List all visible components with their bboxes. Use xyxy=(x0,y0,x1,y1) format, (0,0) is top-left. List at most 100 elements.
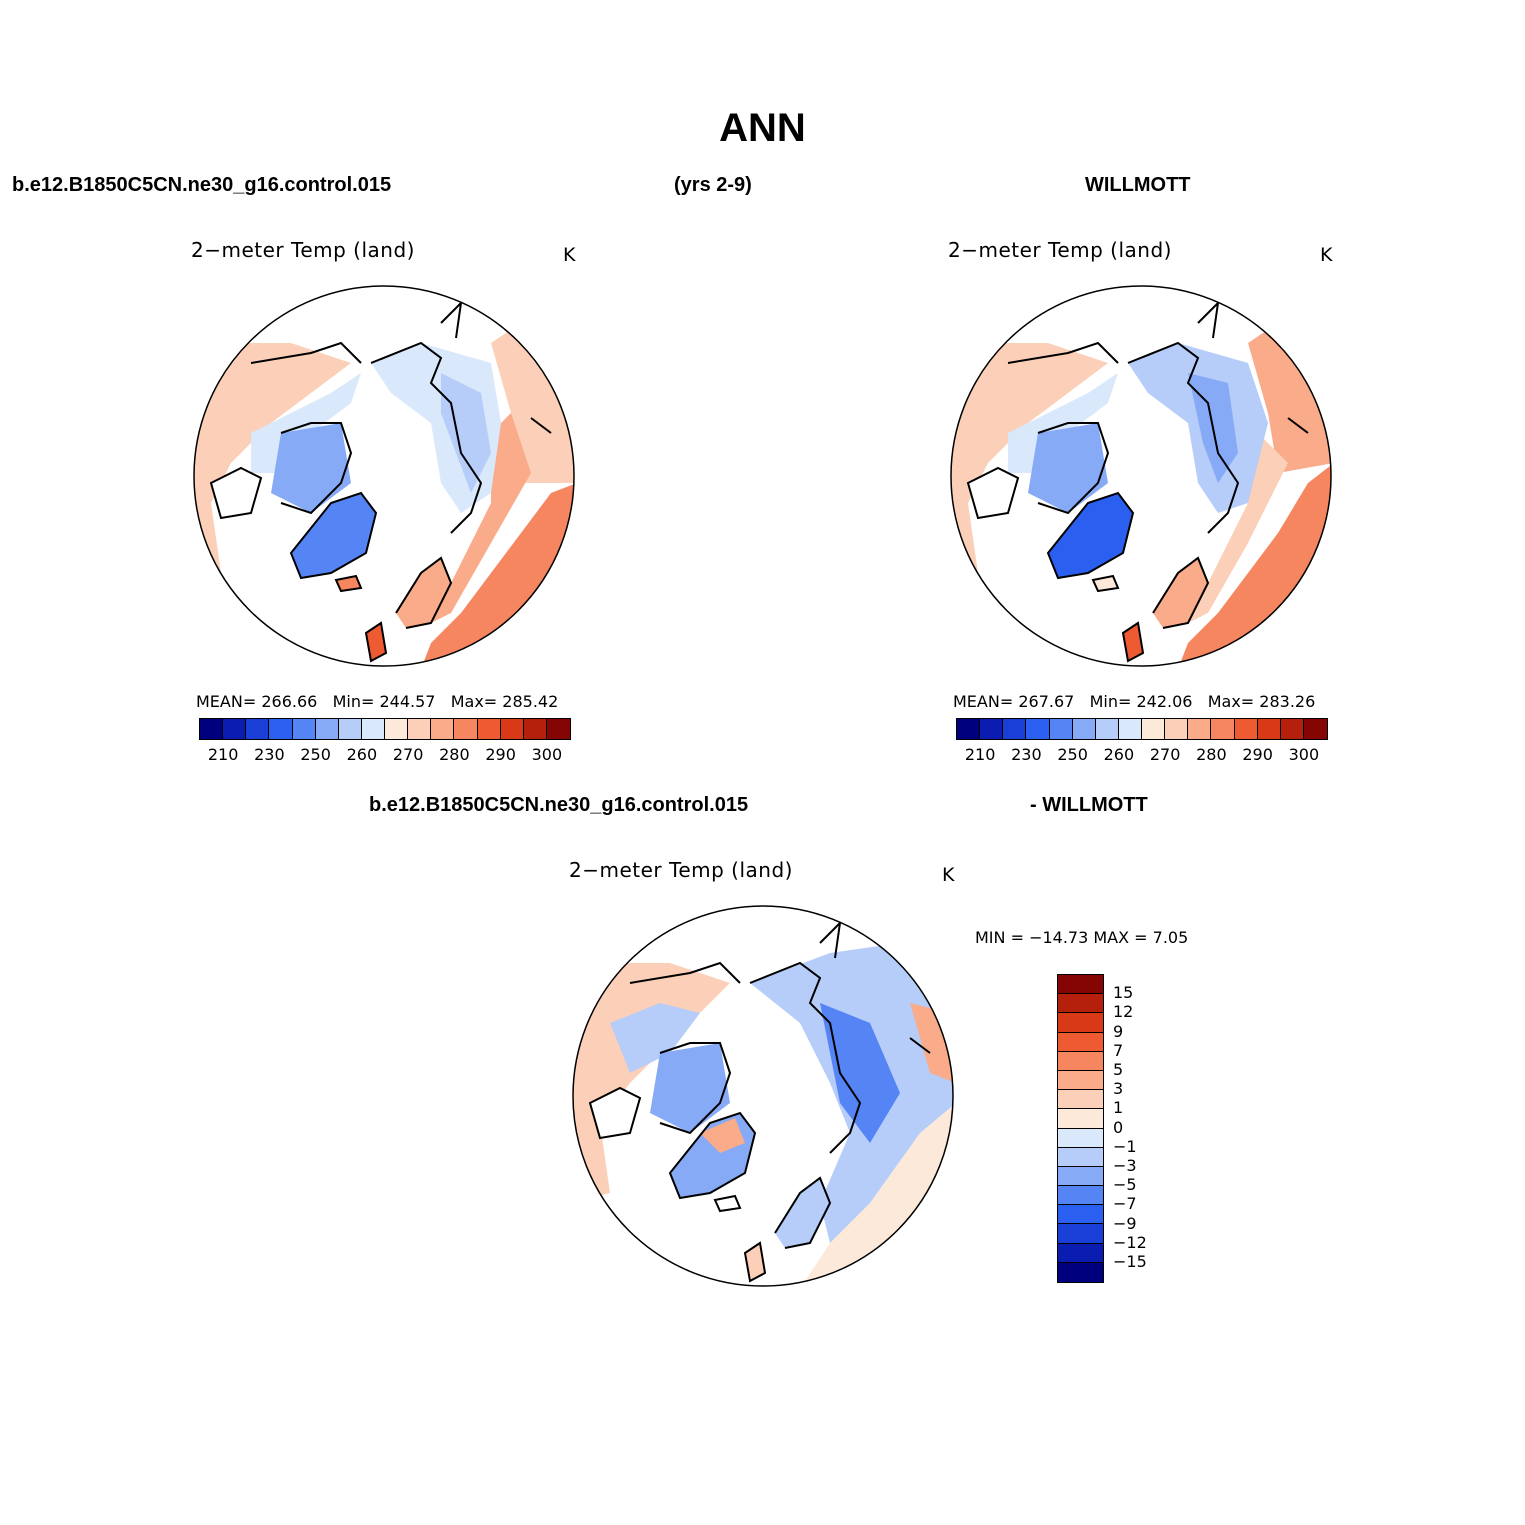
panel2-title: 2−meter Temp (land) xyxy=(948,238,1172,262)
panel1-units: K xyxy=(563,244,576,266)
hudson-bay xyxy=(590,1088,640,1138)
colorbar-swatch xyxy=(1058,994,1103,1014)
colorbar-swatch xyxy=(292,719,316,739)
colorbar-swatch xyxy=(1058,1090,1103,1110)
colorbar-swatch xyxy=(246,719,270,739)
land-greenland-warm xyxy=(700,1118,745,1153)
colorbar-tick-label: 270 xyxy=(1149,745,1181,764)
colorbar-swatch xyxy=(1072,719,1096,739)
colorbar-tick-label: 9 xyxy=(1113,1021,1124,1041)
land-uk xyxy=(366,623,386,661)
colorbar-tick-label: 7 xyxy=(1113,1040,1124,1060)
land-uk-diff xyxy=(745,1243,765,1281)
diff-obs-header: - WILLMOTT xyxy=(1030,794,1148,816)
colorbar-tick-label: 280 xyxy=(1196,745,1227,764)
panel1-title: 2−meter Temp (land) xyxy=(191,238,415,262)
colorbar-tick-label: 290 xyxy=(485,745,516,764)
obs-name-header: WILLMOTT xyxy=(1085,174,1191,196)
colorbar-swatch xyxy=(1058,1147,1103,1167)
diff-minmax: MIN = −14.73 MAX = 7.05 xyxy=(975,928,1189,947)
colorbar-tick-label: 230 xyxy=(254,745,285,764)
panel2-stats: MEAN= 267.67 Min= 242.06 Max= 283.26 xyxy=(953,692,1315,711)
colorbar-swatch xyxy=(431,719,455,739)
colorbar-swatch xyxy=(980,719,1004,739)
panel2-max: 283.26 xyxy=(1259,692,1316,711)
colorbar-swatch xyxy=(385,719,409,739)
colorbar-swatch xyxy=(1058,1128,1103,1148)
panel2-map xyxy=(950,285,1332,667)
colorbar-tick-label: 250 xyxy=(1057,745,1088,764)
diff-colorbar xyxy=(1057,974,1104,1283)
colorbar-swatch xyxy=(1165,719,1189,739)
panel2-colorbar xyxy=(956,718,1328,740)
colorbar-swatch xyxy=(1058,1205,1103,1225)
colorbar-tick-label: 280 xyxy=(439,745,470,764)
colorbar-tick-label: 1 xyxy=(1113,1098,1124,1118)
colorbar-swatch xyxy=(1257,719,1281,739)
land-archipelago xyxy=(1028,423,1108,513)
colorbar-swatch xyxy=(269,719,293,739)
panel1-mean: 266.66 xyxy=(261,692,318,711)
colorbar-swatch xyxy=(1058,1243,1103,1263)
colorbar-tick-label: 270 xyxy=(392,745,424,764)
land-mid-asia xyxy=(1188,423,1288,623)
panel1-colorbar xyxy=(199,718,571,740)
colorbar-tick-label: 300 xyxy=(1288,745,1320,764)
panel2-mean: 267.67 xyxy=(1018,692,1075,711)
colorbar-swatch xyxy=(957,719,981,739)
colorbar-swatch xyxy=(1095,719,1119,739)
land-na-cool xyxy=(610,1003,700,1073)
colorbar-swatch xyxy=(1058,1109,1103,1129)
panel1-map xyxy=(193,285,575,667)
colorbar-tick-label: 12 xyxy=(1113,1002,1134,1022)
colorbar-tick-label: 15 xyxy=(1113,983,1134,1003)
panel1-stats: MEAN= 266.66 Min= 244.57 Max= 285.42 xyxy=(196,692,558,711)
colorbar-tick-label: 300 xyxy=(531,745,563,764)
diff-panel-units: K xyxy=(942,864,955,886)
colorbar-swatch xyxy=(523,719,547,739)
panel2-units: K xyxy=(1320,244,1333,266)
land-archipelago-diff xyxy=(650,1043,730,1133)
colorbar-tick-label: 290 xyxy=(1242,745,1273,764)
colorbar-tick-label: −3 xyxy=(1113,1156,1137,1175)
colorbar-swatch xyxy=(477,719,501,739)
colorbar-tick-label: −15 xyxy=(1113,1252,1147,1271)
colorbar-swatch xyxy=(1058,1224,1103,1244)
hudson-bay xyxy=(968,468,1018,518)
colorbar-tick-label: 5 xyxy=(1113,1060,1124,1079)
colorbar-swatch xyxy=(1142,719,1166,739)
colorbar-swatch xyxy=(200,719,224,739)
land-siberia-cold xyxy=(820,1003,900,1143)
colorbar-swatch xyxy=(1188,719,1212,739)
colorbar-swatch xyxy=(1058,1166,1103,1187)
colorbar-tick-label: −1 xyxy=(1113,1136,1137,1156)
colorbar-swatch xyxy=(1118,719,1142,739)
panel1-min-label: Min= xyxy=(332,692,375,711)
panel1-min: 244.57 xyxy=(379,692,436,711)
colorbar-swatch xyxy=(1058,1013,1103,1033)
colorbar-swatch xyxy=(223,719,247,739)
colorbar-swatch xyxy=(338,719,362,739)
main-title: ANN xyxy=(719,106,806,150)
panel2-min-label: Min= xyxy=(1089,692,1132,711)
colorbar-swatch xyxy=(1058,975,1103,995)
colorbar-swatch xyxy=(1003,719,1027,739)
land-warm-na xyxy=(194,343,351,583)
land-cooler-siberia xyxy=(441,373,491,493)
colorbar-swatch xyxy=(361,719,385,739)
colorbar-swatch xyxy=(500,719,524,739)
colorbar-tick-label: −7 xyxy=(1113,1194,1137,1214)
panel2-min: 242.06 xyxy=(1136,692,1193,711)
colorbar-tick-label: 250 xyxy=(300,745,331,764)
colorbar-tick-label: 3 xyxy=(1113,1079,1124,1099)
land-greenland xyxy=(291,493,376,578)
land-archipelago xyxy=(271,423,351,513)
diff-map xyxy=(572,905,954,1287)
colorbar-swatch xyxy=(1049,719,1073,739)
hudson-bay xyxy=(211,468,261,518)
colorbar-swatch xyxy=(1058,1186,1103,1206)
colorbar-swatch xyxy=(1058,1032,1103,1052)
diff-case-header: b.e12.B1850C5CN.ne30_g16.control.015 xyxy=(369,794,749,816)
colorbar-swatch xyxy=(1303,719,1327,739)
panel2-max-label: Max= xyxy=(1207,692,1255,711)
